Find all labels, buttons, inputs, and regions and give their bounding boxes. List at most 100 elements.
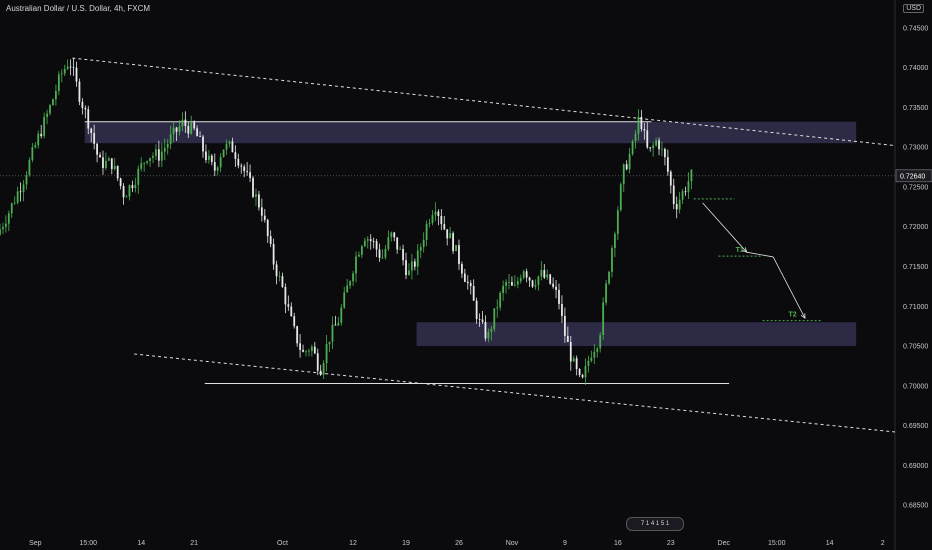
candle-body [334,324,337,326]
x-tick-label: 15:00 [768,540,786,547]
candle-body [308,350,310,352]
candle-body [90,128,93,133]
candle-body [102,157,104,169]
candle-body [25,175,28,185]
y-tick-label: 0.70500 [903,344,928,351]
candle-body [322,363,325,375]
candle-body [666,157,669,172]
candle-body [55,90,57,100]
candle-body [2,226,4,230]
candle-body [116,165,119,179]
candle-body [552,283,555,287]
x-tick-label: 9 [563,540,567,547]
candle-body [475,300,478,319]
x-tick-label: Sep [29,540,42,547]
candle-body [193,121,196,129]
projection-segment [772,256,806,319]
candle-body [87,109,90,129]
x-tick-label: 19 [402,540,410,547]
candle-body [466,281,469,284]
candle-body [310,346,313,351]
candle-body [196,128,199,137]
candle-body [290,306,293,317]
annotations: T1 T2 [693,198,823,322]
candle-body [646,130,649,148]
candle-body [213,162,216,171]
candle-body [16,191,19,203]
candle-body [499,293,502,308]
candle-body [434,211,437,216]
candle-body [652,145,655,149]
candle-body [561,303,563,316]
candle-body [13,202,16,204]
candle-body [522,271,525,278]
x-tick-label: Oct [277,540,288,547]
candle-body [328,341,331,345]
currency-button[interactable]: USD [903,4,924,13]
candle-body [358,254,360,257]
candle-body [163,147,166,152]
candle-body [34,145,37,148]
candle-body [678,199,681,210]
candle-body [78,81,81,102]
candle-body [134,184,137,189]
candle-body [263,215,266,220]
x-tick-label: 16 [614,540,622,547]
y-tick-label: 0.69500 [903,423,928,430]
candle-body [187,126,190,134]
candle-body [599,335,602,349]
candle-body [249,172,251,178]
candle-body [452,233,454,252]
candle-body [378,249,381,258]
candle-body [240,165,243,167]
candle-body [355,256,357,274]
candle-body [540,270,543,277]
candle-body [243,166,246,172]
candle-body [625,164,628,170]
candle-body [228,141,231,144]
candle-body [431,215,434,224]
candle-body [275,264,278,277]
candle-body [160,151,163,161]
candle-body [216,167,219,171]
candle-body [558,289,560,304]
candle-body [63,68,66,74]
candle-body [155,149,157,156]
candle-body [593,351,596,358]
candle-body [516,281,519,285]
candle-body [81,101,84,108]
candle-body [66,66,69,69]
candle-body [157,149,160,161]
candle-body [49,105,51,114]
candle-body [461,264,463,274]
target-label: T1 [736,247,744,254]
candle-body [455,245,457,252]
candle-body [19,191,22,193]
candle-body [143,162,146,164]
candle-body [513,284,516,286]
candle-body [372,241,375,242]
candle-body [628,153,631,170]
candle-body [664,148,666,158]
candle-body [222,149,225,158]
support-zone [416,322,857,347]
price-axis: 0.74500 0.74000 0.73500 0.73000 0.72500 0.720… [895,25,932,510]
candle-body [266,219,269,237]
candle-body [525,271,528,278]
candle-body [605,283,607,303]
y-tick-label: 0.71000 [903,304,928,311]
candle-body [293,316,296,327]
candle-body [572,358,575,362]
candle-body [231,141,234,153]
candle-body [469,283,472,287]
candle-body [658,140,660,150]
candle-body [278,276,281,278]
candle-body [190,121,193,134]
candle-body [534,285,537,287]
candle-body [205,151,207,161]
candle-body [175,127,178,132]
candle-body [687,181,690,192]
candle-body [481,319,484,322]
candle-body [305,351,307,353]
